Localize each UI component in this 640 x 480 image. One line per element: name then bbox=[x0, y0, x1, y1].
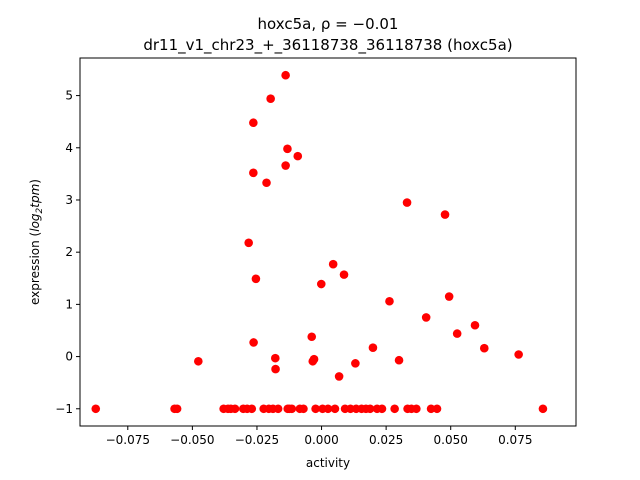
data-point-60 bbox=[412, 404, 421, 414]
y-tick-label-2: 1 bbox=[65, 297, 73, 311]
data-point-13 bbox=[249, 168, 258, 178]
x-tick-label-0: −0.075 bbox=[106, 433, 150, 447]
x-tick-label-1: −0.050 bbox=[170, 433, 214, 447]
x-tick-label-4: 0.025 bbox=[369, 433, 403, 447]
data-point-32 bbox=[299, 404, 308, 414]
data-point-50 bbox=[365, 404, 375, 414]
data-point-46 bbox=[351, 359, 360, 368]
data-point-22 bbox=[271, 364, 280, 374]
data-point-0 bbox=[91, 404, 101, 414]
data-point-66 bbox=[452, 329, 462, 338]
data-point-61 bbox=[421, 313, 431, 322]
y-tick-label-0: −1 bbox=[55, 402, 73, 416]
y-axis-label-suffix: ) bbox=[28, 179, 42, 184]
data-point-10 bbox=[244, 238, 253, 248]
data-point-19 bbox=[266, 94, 275, 104]
x-axis-label: activity bbox=[306, 456, 350, 470]
points-layer bbox=[91, 70, 548, 414]
data-point-68 bbox=[479, 343, 489, 353]
data-point-36 bbox=[311, 404, 320, 414]
data-point-3 bbox=[194, 356, 203, 366]
data-point-15 bbox=[251, 274, 261, 284]
data-point-54 bbox=[385, 296, 394, 306]
data-point-63 bbox=[432, 404, 442, 414]
data-point-33 bbox=[307, 332, 317, 342]
data-point-43 bbox=[339, 270, 349, 279]
x-tick-label-3: 0.000 bbox=[304, 433, 338, 447]
chart-title-line1: hoxc5a, ρ = −0.01 bbox=[258, 15, 399, 33]
y-tick-label-1: 0 bbox=[65, 350, 73, 364]
data-point-65 bbox=[444, 292, 454, 301]
y-axis-label: expression (log2tpm) bbox=[28, 179, 45, 305]
y-tick-label-6: 5 bbox=[65, 89, 73, 103]
data-point-70 bbox=[538, 404, 548, 414]
x-tick-label-5: 0.050 bbox=[434, 433, 468, 447]
y-axis-ticks: −1 0 1 2 3 4 5 bbox=[55, 89, 80, 416]
data-point-11 bbox=[247, 404, 257, 414]
x-tick-label-2: −0.025 bbox=[235, 433, 279, 447]
data-point-51 bbox=[368, 343, 378, 353]
chart-title-line2: dr11_v1_chr23_+_36118738_36118738 (hoxc5… bbox=[143, 36, 512, 55]
data-point-21 bbox=[271, 353, 280, 363]
data-point-56 bbox=[394, 355, 404, 365]
data-point-14 bbox=[249, 338, 258, 347]
data-point-23 bbox=[273, 404, 283, 414]
x-tick-label-6: 0.075 bbox=[498, 433, 532, 447]
y-axis-label-prefix: expression ( bbox=[28, 232, 42, 305]
y-axis-label-math: log bbox=[28, 213, 42, 232]
data-point-69 bbox=[514, 350, 523, 359]
y-tick-label-3: 2 bbox=[65, 245, 73, 259]
data-point-25 bbox=[281, 161, 290, 170]
data-point-29 bbox=[287, 404, 297, 414]
y-axis-label-math2: tpm bbox=[28, 184, 42, 208]
plot-area-frame bbox=[79, 57, 577, 427]
data-point-53 bbox=[377, 404, 387, 414]
data-point-55 bbox=[390, 404, 399, 414]
data-point-39 bbox=[323, 404, 333, 414]
x-axis-ticks: −0.075 −0.050 −0.025 0.000 0.025 0.050 0.075 bbox=[106, 426, 532, 447]
data-point-26 bbox=[283, 144, 292, 154]
data-point-2 bbox=[172, 404, 182, 414]
data-point-17 bbox=[262, 178, 271, 188]
data-point-64 bbox=[440, 210, 450, 219]
y-axis-label-subscript: 2 bbox=[35, 207, 45, 213]
y-tick-label-4: 3 bbox=[65, 193, 73, 207]
data-point-37 bbox=[316, 279, 326, 289]
data-point-35 bbox=[309, 354, 319, 364]
data-point-24 bbox=[281, 70, 290, 80]
data-point-57 bbox=[402, 198, 412, 207]
data-point-7 bbox=[230, 404, 240, 414]
data-point-40 bbox=[328, 259, 338, 269]
y-tick-label-5: 4 bbox=[65, 141, 73, 155]
data-point-41 bbox=[330, 404, 340, 414]
data-point-62 bbox=[426, 404, 436, 414]
data-point-12 bbox=[249, 118, 258, 128]
data-point-67 bbox=[470, 320, 480, 330]
data-point-42 bbox=[334, 372, 344, 381]
data-point-30 bbox=[293, 151, 303, 161]
